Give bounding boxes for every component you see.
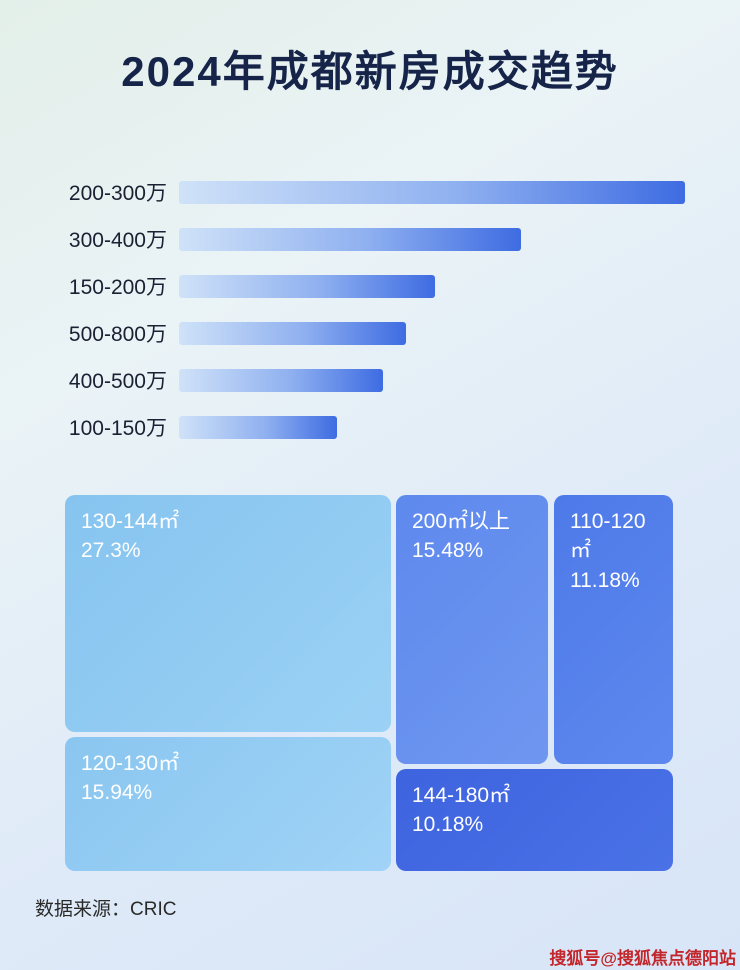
page-title: 2024年成都新房成交趋势	[121, 48, 619, 95]
treemap-block-label: 130-144㎡	[81, 510, 180, 533]
treemap-block-label: 110-120㎡	[570, 510, 646, 563]
bar	[179, 368, 384, 392]
treemap-block-label: 144-180㎡	[412, 784, 511, 807]
treemap-block-130-144: 130-144㎡ 27.3%	[65, 495, 391, 732]
bar-track	[179, 321, 690, 345]
bar	[179, 274, 435, 298]
treemap-block-110-120: 110-120㎡ 11.18%	[554, 495, 673, 764]
area-size-treemap: 130-144㎡ 27.3% 120-130㎡ 15.94% 200㎡以上 15…	[65, 495, 673, 871]
bar-label: 100-150万	[68, 417, 167, 440]
bar-label: 150-200万	[68, 276, 167, 299]
bar-row: 150-200万	[55, 274, 690, 299]
bar	[179, 415, 338, 439]
treemap-block-144-180: 144-180㎡ 10.18%	[396, 769, 673, 871]
watermark: 搜狐号@搜狐焦点德阳站	[549, 949, 736, 968]
data-source-label: 数据来源：CRIC	[35, 899, 177, 920]
bar	[179, 321, 407, 345]
bar-label: 300-400万	[68, 229, 167, 252]
bar-row: 400-500万	[55, 368, 690, 393]
treemap-block-label: 120-130㎡	[81, 752, 180, 775]
bar-track	[179, 368, 690, 392]
bar-row: 100-150万	[55, 415, 690, 440]
price-range-bar-chart: 200-300万 300-400万 150-200万 500-800万 400-…	[55, 180, 690, 462]
treemap-block-value: 10.18%	[412, 813, 484, 837]
bar-label: 400-500万	[68, 370, 167, 393]
treemap-block-value: 15.48%	[412, 539, 484, 563]
treemap-block-value: 15.94%	[81, 781, 153, 805]
bar-track	[179, 415, 690, 439]
treemap-block-value: 11.18%	[570, 568, 640, 592]
bar	[179, 180, 685, 204]
bar-row: 200-300万	[55, 180, 690, 205]
treemap-block-200-plus: 200㎡以上 15.48%	[396, 495, 548, 764]
treemap-block-label: 200㎡以上	[412, 510, 511, 533]
bar-row: 300-400万	[55, 227, 690, 252]
bar	[179, 227, 522, 251]
bar-track	[179, 274, 690, 298]
treemap-block-value: 27.3%	[81, 539, 141, 563]
bar-track	[179, 227, 690, 251]
bar-track	[179, 180, 690, 204]
bar-label: 500-800万	[68, 323, 167, 346]
treemap-block-120-130: 120-130㎡ 15.94%	[65, 737, 391, 871]
bar-label: 200-300万	[68, 182, 167, 205]
bar-row: 500-800万	[55, 321, 690, 346]
